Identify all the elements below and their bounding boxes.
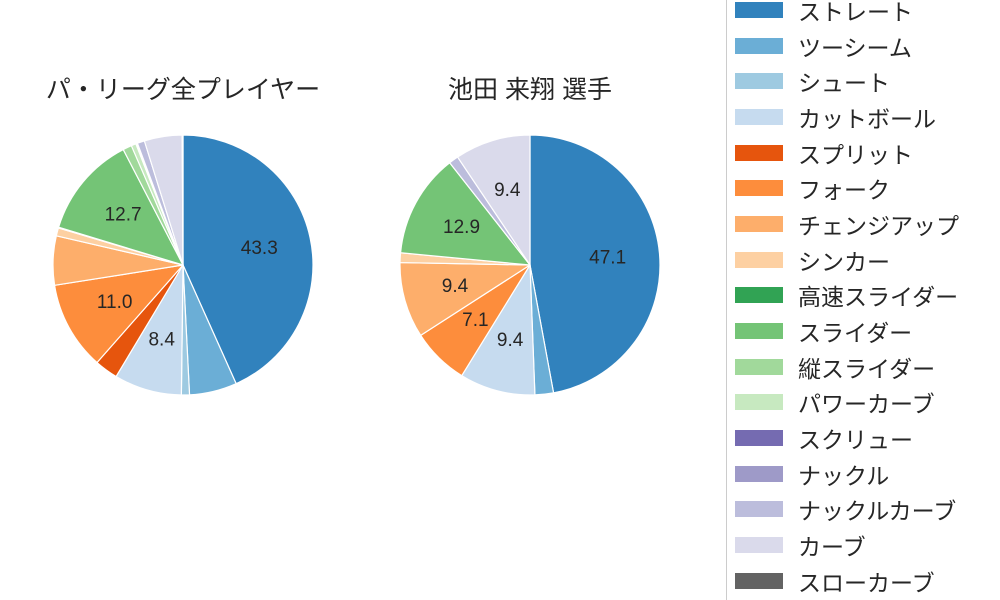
pie-value-label: 43.3 [241, 238, 278, 259]
legend-label: ナックルカーブ [798, 498, 957, 525]
legend-label: スローカーブ [798, 569, 935, 596]
pie-slice-フォーク [54, 264, 184, 364]
legend-item: スプリット [735, 135, 1000, 171]
legend-label: フォーク [798, 177, 890, 204]
pie-slice-カットボール [461, 264, 536, 396]
pie-slice-スライダー [399, 162, 531, 266]
legend-label: パワーカーブ [798, 391, 935, 418]
legend-item: スクリュー [735, 420, 1000, 456]
legend-item: ナックル [735, 456, 1000, 492]
legend-label: ナックル [798, 462, 890, 489]
legend-item: フォーク [735, 170, 1000, 206]
legend-label: ツーシーム [798, 34, 912, 61]
legend-item: ツーシーム [735, 28, 1000, 64]
legend-item: シュート [735, 63, 1000, 99]
legend-swatch [735, 37, 783, 54]
pie-slice-スライダー [58, 148, 184, 266]
legend-label: スライダー [798, 319, 913, 346]
legend-swatch [735, 215, 783, 232]
legend-swatch [735, 501, 783, 518]
legend-swatch [735, 465, 783, 482]
legend-swatch [735, 251, 783, 268]
legend-swatch [735, 536, 783, 553]
legend-swatch [735, 180, 783, 197]
legend-label: カットボール [798, 105, 936, 132]
pie-value-label: 7.1 [462, 310, 488, 331]
legend-item: スローカーブ [735, 563, 1000, 599]
legend-swatch [735, 429, 783, 446]
legend-swatch [735, 108, 783, 125]
legend-label: スプリット [798, 141, 913, 168]
legend-item: ナックルカーブ [735, 491, 1000, 527]
legend-swatch [735, 394, 783, 411]
legend-swatch [735, 572, 783, 589]
legend-swatch [735, 322, 783, 339]
pie-chart-player: 47.1 9.4 7.1 9.4 12.9 9.4 [399, 134, 661, 396]
legend-swatch [735, 73, 783, 90]
legend-item: ストレート [735, 0, 1000, 28]
legend-swatch [735, 1, 783, 18]
pie-slice-ストレート [529, 134, 661, 394]
legend-label: チェンジアップ [798, 212, 959, 239]
legend-label: カーブ [798, 533, 866, 560]
legend-swatch [735, 358, 783, 375]
legend-label: スクリュー [798, 426, 913, 453]
pie-value-label: 11.0 [97, 292, 133, 313]
legend-label: シンカー [798, 248, 890, 275]
pie-slice-スローカーブ [181, 134, 184, 266]
legend-item: カーブ [735, 527, 1000, 563]
legend-item: シンカー [735, 242, 1000, 278]
legend-item: スライダー [735, 313, 1000, 349]
legend-label: ストレート [798, 0, 913, 25]
legend-swatch [735, 287, 783, 304]
legend-item: 縦スライダー [735, 349, 1000, 385]
pie-value-label: 12.7 [105, 205, 142, 226]
pie-slice-カーブ [457, 134, 531, 266]
pie-slice-ストレート [182, 134, 314, 385]
legend-label: シュート [798, 70, 890, 97]
pie-slice-チェンジアップ [399, 261, 531, 336]
legend-item: パワーカーブ [735, 384, 1000, 420]
pie-value-label: 9.4 [497, 330, 524, 351]
legend-item: 高速スライダー [735, 277, 1000, 313]
legend-label: 縦スライダー [798, 355, 936, 382]
right-pie-title: 池田 来翔 選手 [448, 76, 612, 104]
pie-value-label: 9.4 [442, 276, 469, 297]
pie-value-label: 9.4 [494, 180, 521, 201]
left-pie-title: パ・リーグ全プレイヤー [45, 76, 321, 104]
pie-chart-league: 43.3 8.4 11.0 12.7 [52, 134, 314, 396]
pie-value-label: 8.4 [148, 330, 175, 351]
legend-item: カットボール [735, 99, 1000, 135]
legend-label: 高速スライダー [798, 284, 959, 311]
legend: ストレートツーシームシュートカットボール スプリットフォークチェンジアップ シンカー… [726, 0, 1000, 600]
legend-item: チェンジアップ [735, 206, 1000, 242]
pie-value-label: 47.1 [589, 247, 626, 268]
pie-value-label: 12.9 [443, 217, 480, 238]
legend-swatch [735, 144, 783, 161]
